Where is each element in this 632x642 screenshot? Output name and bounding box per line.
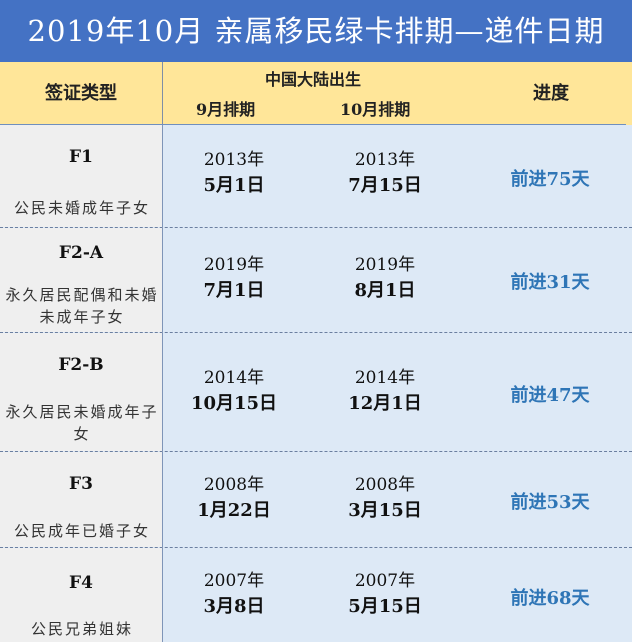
visa-code: F2-B (58, 355, 104, 375)
header-october: 10月排期 (340, 100, 411, 119)
october-date: 2013年 7月15日 (325, 147, 445, 199)
visa-type-cell (0, 228, 163, 332)
progress-value: 前进47天 (510, 385, 590, 406)
day: 1月22日 (197, 500, 271, 521)
header-visa-type: 签证类型 (45, 83, 117, 104)
progress-value: 前进75天 (510, 169, 590, 190)
year: 2014年 (203, 368, 265, 388)
year: 2019年 (203, 255, 265, 275)
table-body: F1 公民未婚成年子女 2013年 5月1日 2013年 7月15日 前进75天 F… (0, 125, 632, 642)
day: 7月15日 (348, 175, 422, 196)
october-date: 2008年 3月15日 (325, 472, 445, 524)
table-row: F4 公民兄弟姐妹 2007年 3月8日 2007年 5月15日 前进68天 (0, 548, 632, 642)
day: 5月15日 (348, 596, 422, 617)
progress-value: 前进53天 (510, 492, 590, 513)
year: 2007年 (354, 571, 416, 591)
visa-type-cell (0, 125, 163, 227)
day: 7月1日 (203, 280, 265, 301)
visa-type-cell (0, 333, 163, 451)
year: 2013年 (354, 150, 416, 170)
header-september: 9月排期 (196, 100, 256, 119)
day: 3月15日 (348, 500, 422, 521)
year: 2008年 (354, 475, 416, 495)
year: 2019年 (354, 255, 416, 275)
september-date: 2014年 10月15日 (174, 365, 294, 417)
day: 12月1日 (348, 393, 422, 414)
september-date: 2007年 3月8日 (174, 568, 294, 620)
visa-code: F1 (69, 147, 93, 167)
table-header: 签证类型 中国大陆出生 9月排期 10月排期 进度 (0, 62, 632, 125)
table-row: F3 公民成年已婚子女 2008年 1月22日 2008年 3月15日 前进53天 (0, 452, 632, 548)
visa-code: F4 (69, 573, 93, 593)
day: 10月15日 (190, 393, 278, 414)
visa-code: F2-A (58, 243, 104, 263)
year: 2008年 (203, 475, 265, 495)
visa-description: 公民未婚成年子女 (13, 199, 150, 217)
day: 5月1日 (203, 175, 265, 196)
page-title: 2019年10月 亲属移民绿卡排期—递件日期 (0, 0, 632, 62)
column-divider (162, 62, 163, 125)
header-divider (0, 124, 626, 125)
visa-description: 公民成年已婚子女 (13, 522, 150, 540)
year: 2013年 (203, 150, 265, 170)
day: 8月1日 (354, 280, 416, 301)
header-birthplace-group: 中国大陆出生 (264, 70, 361, 89)
october-date: 2007年 5月15日 (325, 568, 445, 620)
october-date: 2019年 8月1日 (325, 252, 445, 304)
visa-description: 永久居民未婚成年子女 (5, 403, 159, 443)
visa-description: 公民兄弟姐妹 (30, 620, 133, 638)
september-date: 2013年 5月1日 (174, 147, 294, 199)
header-progress: 进度 (533, 83, 569, 104)
progress-value: 前进31天 (510, 272, 590, 293)
table-row: F2-A 永久居民配偶和未婚未成年子女 2019年 7月1日 2019年 8月1日 … (0, 228, 632, 333)
visa-type-cell (0, 548, 163, 642)
visa-type-cell (0, 452, 163, 547)
year: 2014年 (354, 368, 416, 388)
october-date: 2014年 12月1日 (325, 365, 445, 417)
september-date: 2019年 7月1日 (174, 252, 294, 304)
visa-description: 永久居民配偶和未婚未成年子女 (5, 286, 159, 326)
progress-value: 前进68天 (510, 588, 590, 609)
table-row: F1 公民未婚成年子女 2013年 5月1日 2013年 7月15日 前进75天 (0, 125, 632, 228)
year: 2007年 (203, 571, 265, 591)
visa-code: F3 (69, 474, 93, 494)
day: 3月8日 (203, 596, 265, 617)
table-row: F2-B 永久居民未婚成年子女 2014年 10月15日 2014年 12月1日 前… (0, 333, 632, 452)
september-date: 2008年 1月22日 (174, 472, 294, 524)
